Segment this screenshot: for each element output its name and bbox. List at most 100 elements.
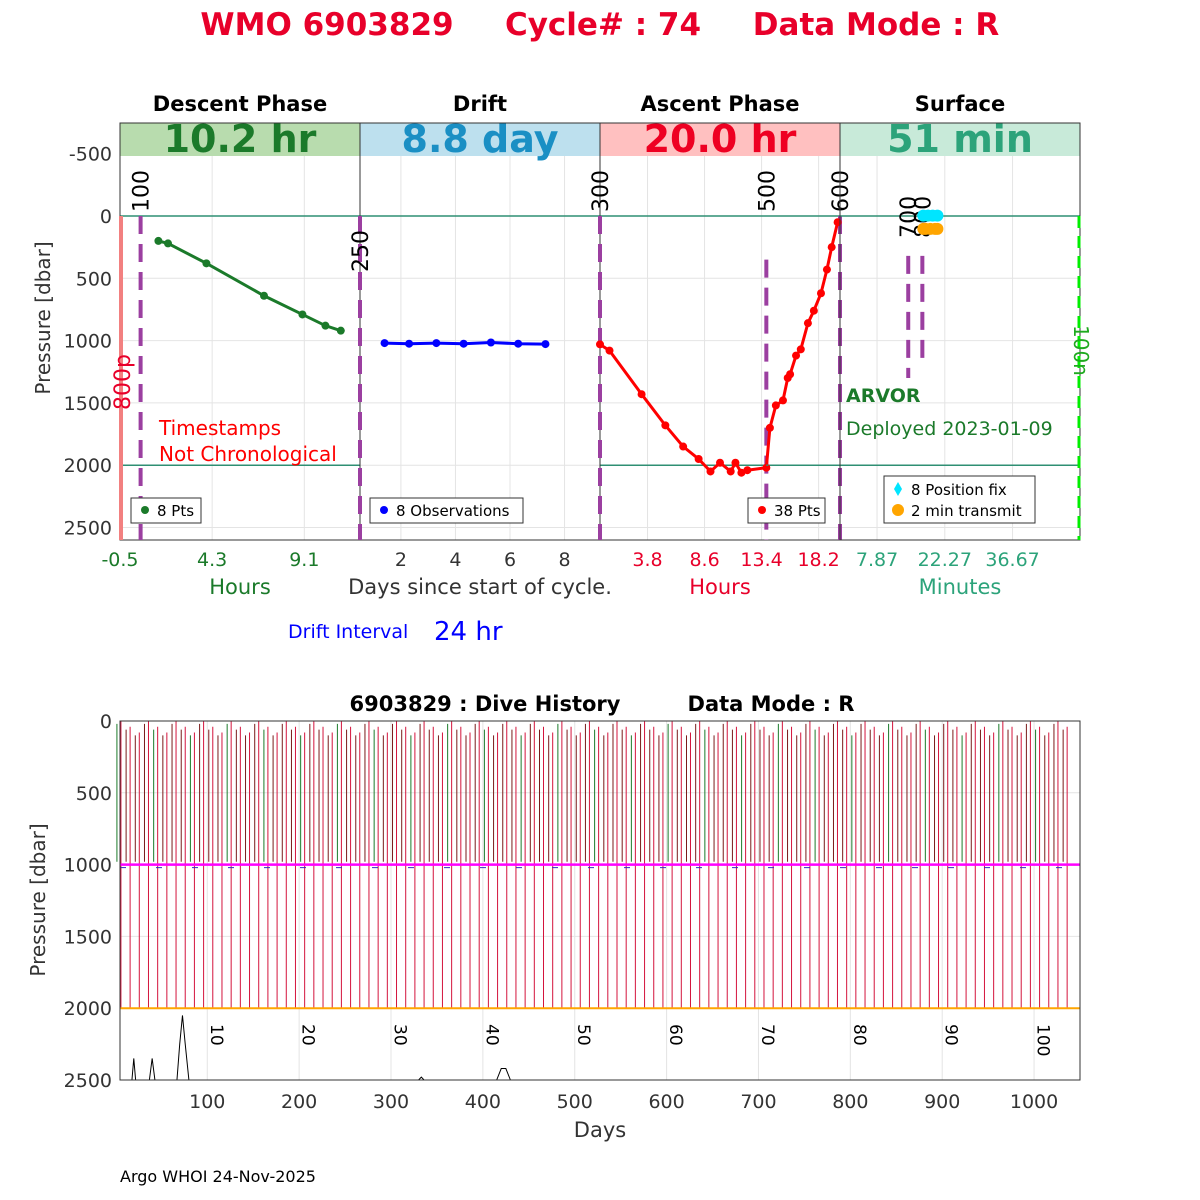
data-point [809,306,818,315]
legend: 8 Pts [130,497,202,524]
panel-frame [599,122,841,541]
legend-marker [758,506,766,514]
x-axis-title: Hours [209,575,271,599]
x-tick-label: 36.67 [985,549,1039,571]
legend-marker [380,506,388,514]
data-point [514,339,523,348]
data-point [786,370,795,379]
phase-title: Drift [453,92,507,116]
deployed-label: Deployed 2023-01-09 [846,418,1053,440]
chart-title: 6903829 : Dive History [350,692,621,716]
phase-title: Descent Phase [153,92,327,116]
cycle-label: 40 [481,1024,501,1046]
y-tick-label: 1000 [64,331,112,353]
not-chronological-line1: Timestamps [158,416,281,440]
data-point [380,339,389,348]
y-tick-label: 1500 [64,393,112,415]
y-tick-label: 1500 [64,926,112,948]
x-tick-label: 700 [740,1091,776,1113]
y-tick-label: 500 [76,268,112,290]
legend: 38 Pts [747,497,826,524]
legend-label-transmit: 2 min transmit [911,502,1022,520]
y-tick-label: 1000 [64,855,112,877]
x-tick-label: 4.3 [197,549,227,571]
panel-frame [839,122,1081,541]
data-point [637,390,646,399]
data-point [164,239,172,248]
x-tick-label: 300 [373,1091,409,1113]
x-axis-title: Hours [689,575,751,599]
marker-label: 100 [130,170,155,212]
y-tick-label: 500 [76,783,112,805]
legend-label: 38 Pts [774,502,821,520]
title-cycle: Cycle# : 74 [505,7,701,43]
data-point [827,243,836,252]
data-point [694,455,703,463]
transmit-point [931,222,944,235]
not-chronological-line2: Not Chronological [159,442,337,466]
duration-band [120,123,360,156]
data-point [796,345,805,354]
x-tick-label: 500 [557,1091,593,1113]
series-line [158,239,342,333]
y-tick-label: 2500 [64,1070,112,1092]
data-point [716,458,724,467]
x-axis-title: Minutes [919,575,1002,599]
cycle-label: 20 [298,1024,318,1046]
cycle-label: 90 [941,1024,961,1046]
data-point [743,466,752,475]
data-point [154,236,163,245]
data-point [822,265,831,274]
data-point [605,346,614,355]
legend-marker [141,506,149,514]
duration-label: 20.0 hr [644,117,797,161]
x-tick-label: 200 [281,1091,317,1113]
drift-interval-label: Drift Interval [288,621,408,643]
cycle-label: 10 [206,1024,226,1046]
x-tick-label: 400 [465,1091,501,1113]
data-point [321,321,330,330]
x-tick-label: 4 [449,549,461,571]
grounding-trace [131,1015,511,1081]
x-tick-label: 900 [924,1091,960,1113]
data-point [731,458,740,467]
x-tick-label: 13.4 [740,549,782,571]
x-axis-title: Days [574,1118,626,1142]
marker-label: 800p [111,354,136,410]
duration-band [600,123,840,156]
data-point [596,340,604,349]
data-point [778,396,787,405]
data-point [816,289,825,298]
y-tick-label: 2000 [64,998,112,1020]
cycle-label: 100 [1033,1024,1053,1056]
legend-label-gps: 8 Position fix [911,481,1007,499]
chart-subtitle: Data Mode : R [688,692,855,716]
data-point [726,467,735,476]
data-point [336,326,345,335]
legend-marker-gps [894,482,902,496]
marker-label: 600 [829,170,854,212]
cycle-label: 80 [849,1024,869,1046]
data-point [486,338,495,347]
x-tick-label: 8 [558,549,570,571]
x-tick-label: 1000 [1010,1091,1058,1113]
data-point [792,351,801,360]
phase-title: Surface [915,92,1005,116]
data-point [432,339,441,348]
x-tick-label: 8.6 [689,549,719,571]
data-point [459,339,468,348]
data-point [803,319,812,328]
x-tick-label: 800 [832,1091,868,1113]
x-tick-label: 100 [189,1091,225,1113]
y-tick-label: 0 [100,711,112,733]
legend: 8 Position fix 2 min transmit [883,475,1036,524]
cycle-label: 60 [665,1024,685,1046]
x-axis-title: Days since start of cycle. [348,575,612,599]
chart-frame [119,720,1081,1081]
data-point [298,310,307,319]
